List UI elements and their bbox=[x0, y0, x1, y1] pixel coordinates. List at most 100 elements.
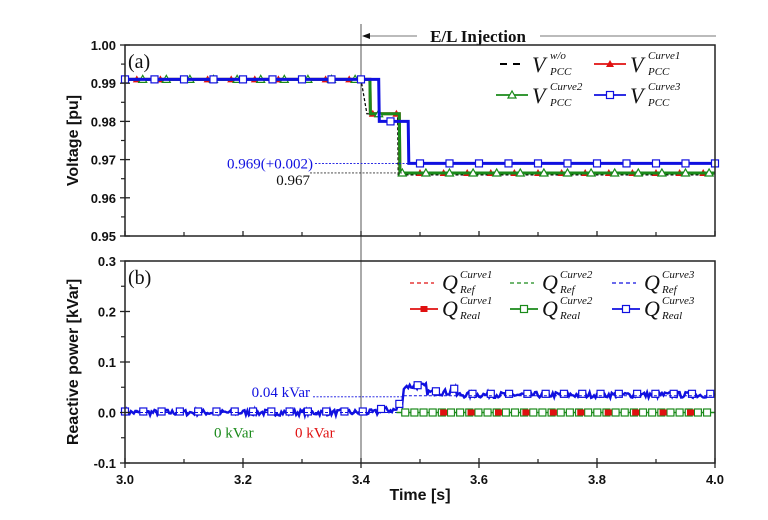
legend-superscript: Curve2 bbox=[560, 295, 593, 307]
data-point-marker bbox=[175, 407, 184, 416]
data-point-marker bbox=[428, 408, 437, 417]
legend-superscript: Curve3 bbox=[648, 81, 681, 93]
data-point-marker bbox=[322, 407, 331, 416]
y-tick-label: 1.00 bbox=[91, 38, 116, 53]
data-point-marker bbox=[297, 75, 307, 84]
data-point-marker bbox=[468, 389, 477, 398]
data-point-marker bbox=[659, 409, 667, 416]
panel-a-series bbox=[120, 74, 720, 177]
legend-entry: Q Curve2 Ref bbox=[510, 269, 593, 296]
y-tick-label: 0.97 bbox=[91, 153, 116, 168]
legend-entry: Q Curve1 Ref bbox=[410, 269, 492, 296]
series-v-pcc-curve3 bbox=[120, 75, 720, 168]
data-point-marker bbox=[179, 75, 189, 84]
data-point-marker bbox=[474, 159, 484, 168]
data-point-marker bbox=[620, 408, 629, 417]
data-point-marker bbox=[592, 159, 602, 168]
legend-subscript: Real bbox=[459, 310, 480, 322]
x-tick-label: 4.0 bbox=[706, 472, 724, 487]
data-point-marker bbox=[139, 407, 148, 416]
data-point-marker bbox=[491, 167, 502, 177]
x-tick-label: 3.0 bbox=[116, 472, 134, 487]
legend-marker bbox=[605, 90, 615, 100]
legend-symbol: V bbox=[532, 83, 548, 108]
data-point-marker bbox=[533, 159, 543, 168]
legend-superscript: Curve1 bbox=[648, 50, 680, 62]
event-marker: E/L Injection bbox=[360, 24, 716, 463]
legend-entry: V Curve3 PCC bbox=[594, 81, 681, 109]
legend-superscript: Curve2 bbox=[550, 81, 583, 93]
y-tick-label: 0.3 bbox=[98, 254, 116, 269]
legend-symbol: Q bbox=[442, 270, 458, 295]
data-point-marker bbox=[687, 389, 697, 398]
panel-b-reactive-power: 0.04 kVar 0 kVar 0 kVar 0.3 0.2 0.1 0.0 -0.1 3… bbox=[65, 254, 724, 504]
data-point-marker bbox=[584, 408, 593, 417]
annotation-blue-value: 0.969(+0.002) bbox=[227, 156, 313, 172]
data-point-marker bbox=[666, 408, 675, 417]
data-point-marker bbox=[420, 167, 431, 177]
data-point-marker bbox=[504, 389, 514, 398]
legend-symbol: V bbox=[630, 52, 646, 77]
y-tick-label: 0.95 bbox=[91, 229, 116, 244]
data-point-marker bbox=[212, 407, 221, 416]
panel-b-label: (b) bbox=[128, 267, 151, 289]
data-point-marker bbox=[356, 75, 366, 84]
legend-entry: Q Curve1 Real bbox=[410, 295, 492, 322]
y-tick-label: 0.0 bbox=[98, 406, 116, 421]
x-tick-label: 3.8 bbox=[588, 472, 606, 487]
data-point-marker bbox=[609, 167, 620, 177]
y-tick-label: 0.1 bbox=[98, 355, 116, 370]
data-point-marker bbox=[680, 167, 691, 177]
data-point-marker bbox=[538, 408, 547, 417]
legend-symbol: V bbox=[532, 52, 548, 77]
series-line bbox=[125, 77, 715, 175]
data-point-marker bbox=[157, 407, 166, 416]
data-point-marker bbox=[483, 408, 492, 417]
data-point-marker bbox=[638, 408, 648, 417]
data-point-marker bbox=[633, 389, 642, 398]
legend-symbol: Q bbox=[542, 296, 558, 321]
data-point-marker bbox=[376, 404, 386, 414]
legend-entry: Q Curve3 Real bbox=[612, 295, 695, 322]
data-point-marker bbox=[467, 409, 475, 416]
data-point-marker bbox=[563, 159, 572, 168]
data-point-marker bbox=[522, 409, 530, 416]
data-point-marker bbox=[538, 167, 549, 177]
panel-b-x-ticks: 3.0 3.2 3.4 3.6 3.8 4.0 bbox=[116, 458, 724, 487]
panel-a-voltage: 0.969(+0.002)0.967 1.00 0.99 0.98 0.97 0.96 0… bbox=[65, 38, 720, 244]
data-point-marker bbox=[702, 408, 712, 417]
data-point-marker bbox=[596, 389, 605, 398]
data-point-marker bbox=[494, 409, 502, 416]
legend-subscript: PCC bbox=[647, 97, 670, 109]
data-point-marker bbox=[611, 408, 620, 417]
data-point-marker bbox=[456, 408, 465, 417]
data-point-marker bbox=[446, 408, 456, 417]
data-point-marker bbox=[397, 167, 408, 177]
data-point-marker bbox=[468, 167, 479, 177]
legend-marker bbox=[506, 89, 518, 99]
panel-a-y-ticks: 1.00 0.99 0.98 0.97 0.96 0.95 bbox=[91, 38, 130, 244]
legend-superscript: Curve1 bbox=[460, 269, 492, 281]
legend-symbol: Q bbox=[442, 296, 458, 321]
y-tick-label: 0.99 bbox=[91, 76, 116, 91]
annotation-q-curve1-value: 0 kVar bbox=[295, 426, 335, 442]
legend-subscript: PCC bbox=[549, 97, 572, 109]
legend-entry: Q Curve3 Ref bbox=[612, 269, 695, 296]
legend-subscript: Ref bbox=[661, 284, 679, 296]
data-point-marker bbox=[431, 387, 441, 396]
legend-marker bbox=[519, 304, 529, 314]
data-point-marker bbox=[706, 389, 715, 398]
legend-symbol: Q bbox=[644, 270, 660, 295]
legend-symbol: V bbox=[630, 83, 646, 108]
data-point-marker bbox=[523, 389, 532, 398]
data-point-marker bbox=[687, 409, 695, 416]
data-point-marker bbox=[529, 408, 538, 417]
legend-entry: V Curve1 PCC bbox=[594, 50, 680, 78]
series-line bbox=[125, 77, 715, 165]
data-point-marker bbox=[386, 117, 395, 126]
series-q-real-curve1 bbox=[440, 409, 695, 416]
data-point-marker bbox=[440, 409, 448, 416]
